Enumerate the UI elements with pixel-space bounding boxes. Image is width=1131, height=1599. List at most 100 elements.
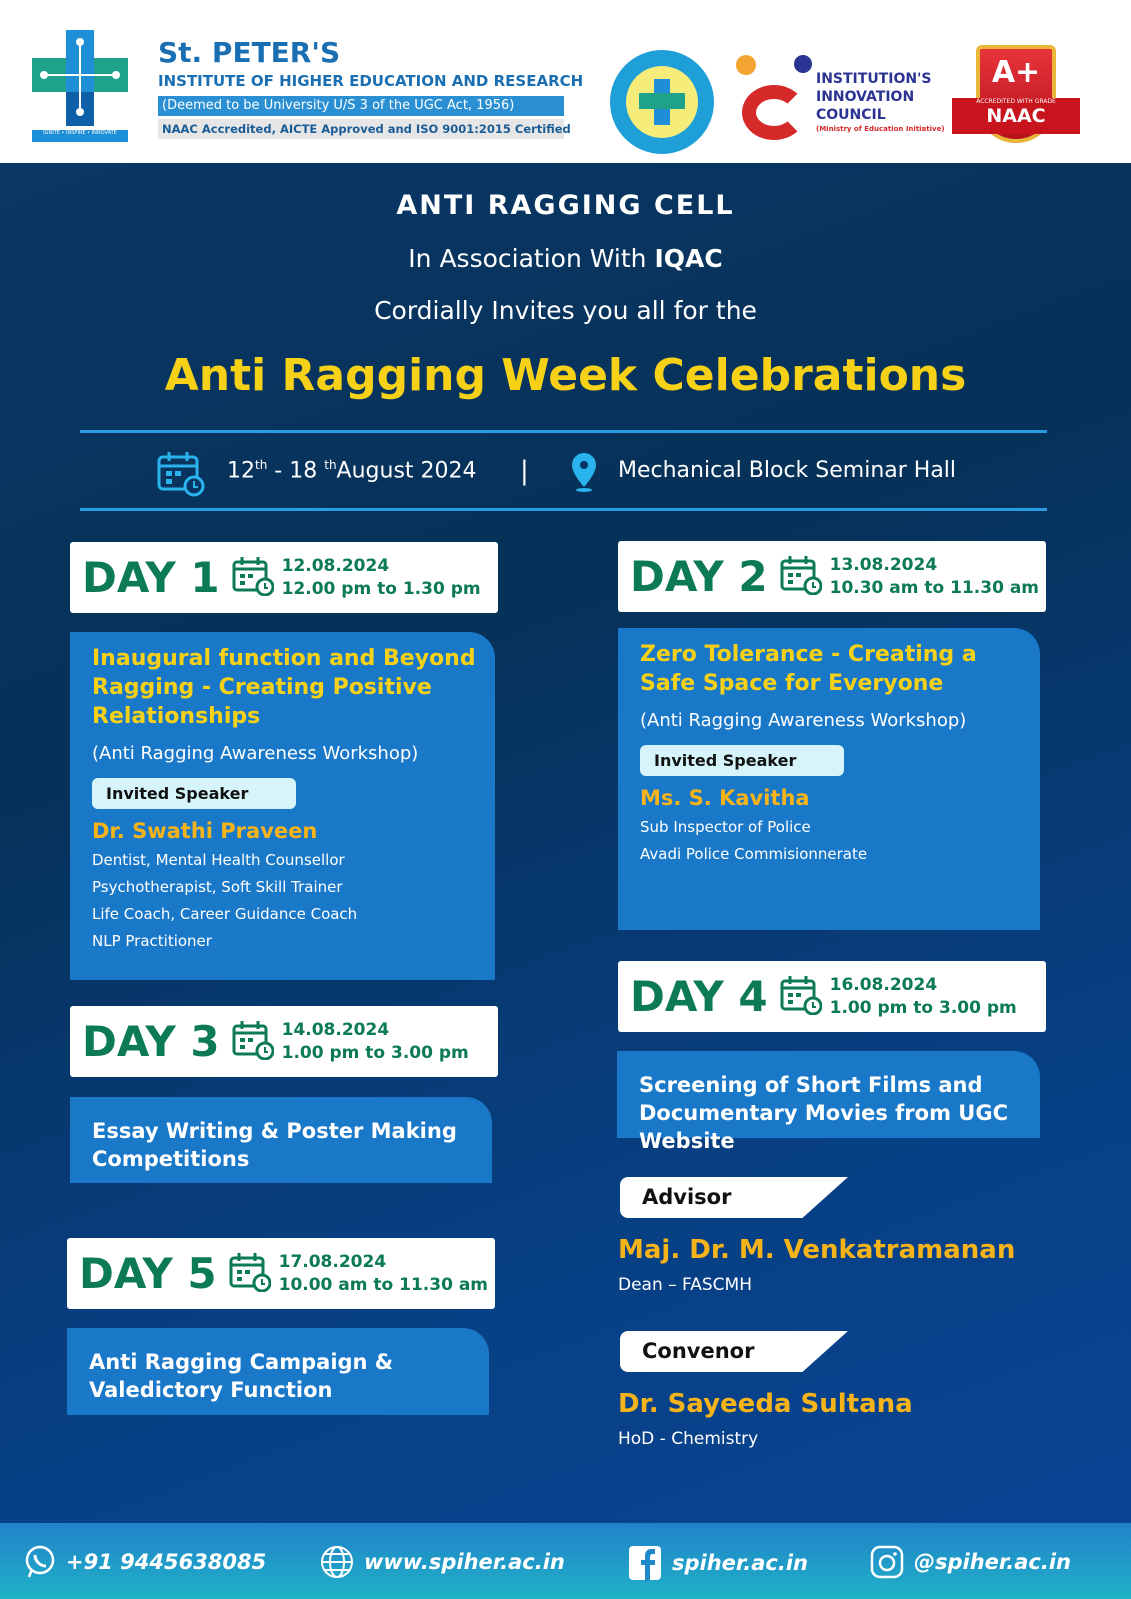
association-iqac: IQAC	[654, 244, 723, 273]
day-label: DAY 1	[82, 553, 220, 602]
session-title: Anti Ragging Campaign & Valedictory Func…	[89, 1350, 394, 1402]
naac-grade: A+	[991, 55, 1041, 90]
speaker-name: Ms. S. Kavitha	[640, 786, 810, 810]
session-title: Inaugural function and Beyond Ragging - …	[92, 646, 476, 729]
day-header-3: DAY 3 14.08.2024 1.00 pm to 3.00 pm	[70, 1006, 498, 1077]
association-prefix: In Association With	[408, 244, 655, 273]
day-time: 12.00 pm to 1.30 pm	[281, 578, 481, 599]
speaker-detail: Dentist, Mental Health Counsellor	[92, 851, 345, 869]
speaker-details: Sub Inspector of Police Avadi Police Comm…	[640, 814, 1022, 868]
person-name: Maj. Dr. M. Venkatramanan	[618, 1235, 1016, 1265]
day-date: 17.08.2024	[278, 1251, 387, 1272]
naac-ribbon-text: ACCREDITED WITH GRADE	[976, 98, 1056, 105]
invited-speaker-tag: Invited Speaker	[92, 778, 296, 809]
date-start: 12	[227, 458, 255, 484]
session-title: Zero Tolerance - Creating a Safe Space f…	[640, 642, 977, 696]
instagram-handle: @spiher.ac.in	[914, 1550, 1072, 1574]
institution-logo	[32, 30, 128, 142]
calendar-icon-wrap	[780, 555, 823, 599]
day-time: 10.30 am to 11.30 am	[829, 577, 1040, 598]
iic-logo	[736, 55, 812, 140]
calendar-clock-icon	[780, 555, 823, 595]
person-designation: HoD - Chemistry	[618, 1429, 759, 1449]
day-card-2: Zero Tolerance - Creating a Safe Space f…	[618, 628, 1040, 930]
day-datetime: 16.08.2024 1.00 pm to 3.00 pm	[830, 974, 1017, 1020]
day-datetime: 17.08.2024 10.00 am to 11.30 am	[279, 1251, 488, 1297]
cell-name: ANTI RAGGING CELL	[396, 190, 735, 221]
day-datetime: 12.08.2024 12.00 pm to 1.30 pm	[282, 555, 481, 601]
calendar-icon-wrap	[229, 1252, 272, 1296]
iic-line: COUNCIL	[816, 107, 886, 123]
footer-website[interactable]: www.spiher.ac.in	[320, 1545, 565, 1579]
whatsapp-icon	[25, 1545, 55, 1578]
day-time: 1.00 pm to 3.00 pm	[281, 1042, 469, 1063]
speaker-name: Dr. Swathi Praveen	[92, 819, 318, 843]
day-label: DAY 4	[630, 972, 768, 1021]
session-subtitle: (Anti Ragging Awareness Workshop)	[92, 743, 419, 764]
invited-speaker-tag: Invited Speaker	[640, 745, 844, 776]
day-label: DAY 5	[79, 1249, 217, 1298]
iic-text: INSTITUTION'S INNOVATION COUNCIL (Ministry…	[816, 70, 945, 134]
naac-ribbon: ACCREDITED WITH GRADE NAAC	[952, 98, 1080, 134]
date-suffix: th	[255, 458, 268, 472]
institution-name: St. PETER'S	[158, 36, 341, 69]
event-dates: 12th - 18 thAugust 2024	[227, 458, 477, 483]
day-header-4: DAY 4 16.08.2024 1.00 pm to 3.00 pm	[618, 961, 1046, 1032]
accreditation-banner: NAAC Accredited, AICTE Approved and ISO …	[158, 119, 571, 139]
day-datetime: 14.08.2024 1.00 pm to 3.00 pm	[282, 1019, 469, 1065]
header: IGNITE • INSPIRE • INNOVATE St. PETER'S …	[0, 0, 1131, 163]
calendar-clock-icon	[232, 1020, 275, 1060]
instagram-icon	[870, 1545, 904, 1579]
calendar-clock-icon	[780, 975, 823, 1015]
calendar-clock-icon	[157, 452, 205, 497]
day-card-3: Essay Writing & Poster Making Competitio…	[70, 1097, 492, 1183]
calendar-icon-wrap	[232, 556, 275, 600]
person-designation: Dean – FASCMH	[618, 1275, 753, 1295]
logo-tagline: IGNITE • INSPIRE • INNOVATE	[43, 130, 117, 136]
globe-icon	[321, 1546, 353, 1578]
divider	[80, 508, 1047, 511]
iqac-seal-logo	[610, 50, 714, 154]
day-time: 1.00 pm to 3.00 pm	[829, 997, 1017, 1018]
institution-subtitle: INSTITUTE OF HIGHER EDUCATION AND RESEAR…	[158, 72, 584, 90]
speaker-details: Dentist, Mental Health Counsellor Psychot…	[92, 847, 477, 955]
session-subtitle: (Anti Ragging Awareness Workshop)	[640, 710, 967, 731]
speaker-detail: NLP Practitioner	[92, 932, 212, 950]
speaker-detail: Life Coach, Career Guidance Coach	[92, 905, 358, 923]
iic-line: INNOVATION	[816, 89, 915, 105]
session-title: Essay Writing & Poster Making Competitio…	[92, 1119, 457, 1171]
speaker-detail: Psychotherapist, Soft Skill Trainer	[92, 878, 343, 896]
footer-phone[interactable]: +91 9445638085	[24, 1545, 266, 1579]
day-date: 14.08.2024	[281, 1019, 390, 1040]
naac-label: NAAC	[986, 105, 1046, 127]
day-card-1: Inaugural function and Beyond Ragging - …	[70, 632, 495, 980]
day-label: DAY 3	[82, 1017, 220, 1066]
calendar-icon-wrap	[232, 1020, 275, 1064]
iic-line: INSTITUTION'S	[816, 71, 932, 87]
day-header-1: DAY 1 12.08.2024 12.00 pm to 1.30 pm	[70, 542, 498, 613]
day-label: DAY 2	[630, 552, 768, 601]
footer-instagram[interactable]: @spiher.ac.in	[870, 1545, 1071, 1579]
calendar-icon-wrap	[780, 975, 823, 1019]
divider	[80, 430, 1047, 433]
day-date: 13.08.2024	[829, 554, 938, 575]
footer	[0, 1523, 1131, 1599]
session-title: Screening of Short Films and Documentary…	[639, 1073, 1008, 1153]
separator: |	[520, 456, 529, 486]
day-header-5: DAY 5 17.08.2024 10.00 am to 11.30 am	[67, 1238, 495, 1309]
phone-number: +91 9445638085	[66, 1550, 267, 1574]
date-suffix: th	[324, 458, 337, 472]
day-header-2: DAY 2 13.08.2024 10.30 am to 11.30 am	[618, 541, 1046, 612]
date-end: August 2024	[336, 458, 477, 484]
venue: Mechanical Block Seminar Hall	[618, 458, 957, 483]
person-name: Dr. Sayeeda Sultana	[618, 1389, 913, 1419]
day-datetime: 13.08.2024 10.30 am to 11.30 am	[830, 554, 1039, 600]
role-label-convenor: Convenor	[620, 1331, 848, 1372]
website-link: www.spiher.ac.in	[364, 1550, 565, 1574]
calendar-clock-icon	[229, 1252, 272, 1292]
footer-facebook[interactable]: spiher.ac.in	[628, 1545, 808, 1581]
speaker-detail: Sub Inspector of Police	[640, 818, 811, 836]
location-pin-icon	[572, 453, 596, 492]
day-date: 16.08.2024	[829, 974, 938, 995]
association-line: In Association With IQAC	[0, 244, 1131, 273]
